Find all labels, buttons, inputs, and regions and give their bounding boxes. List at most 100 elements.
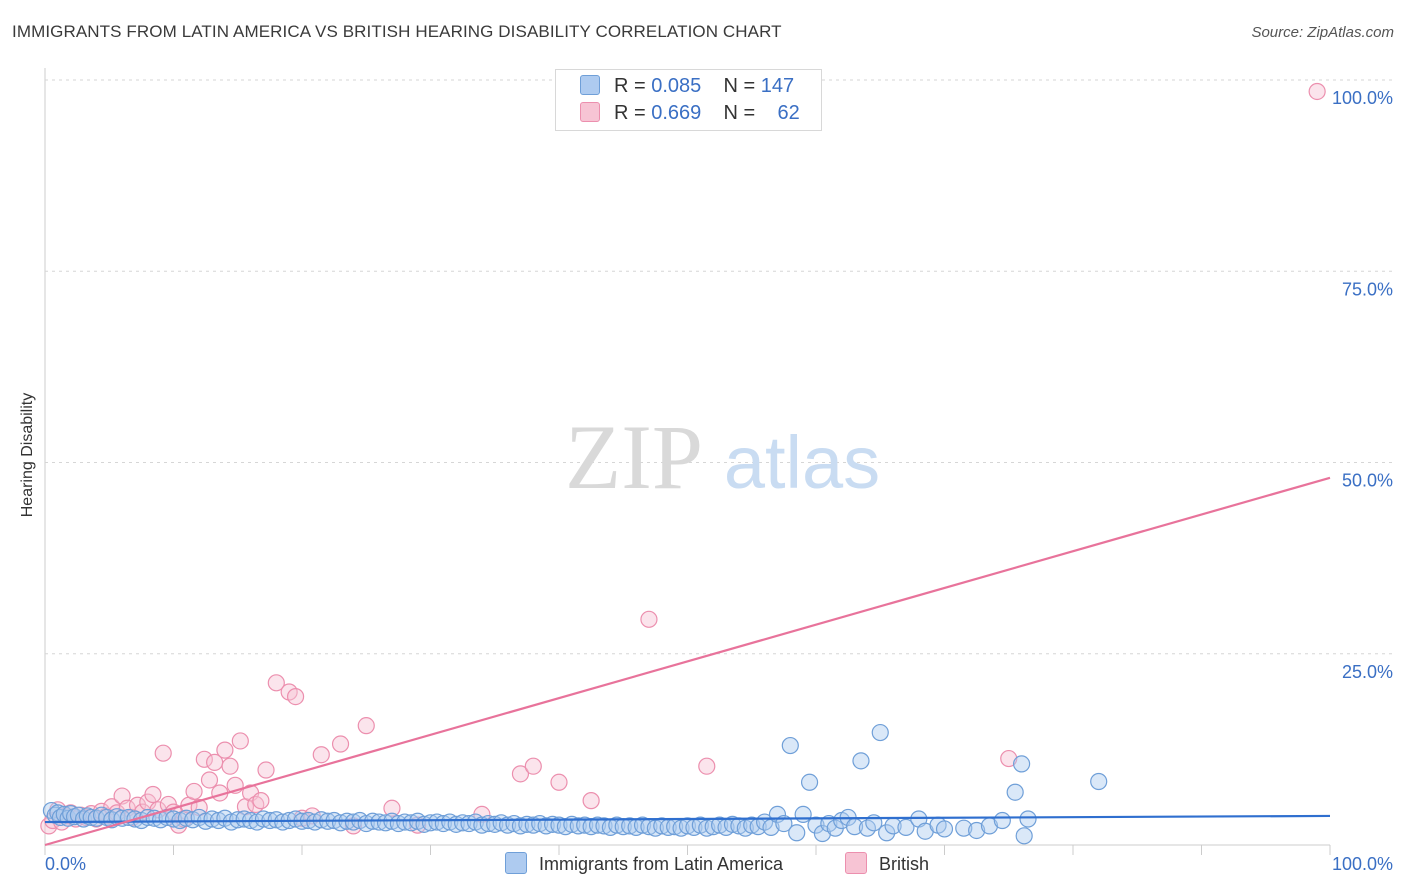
latin-america-point bbox=[254, 810, 273, 828]
n-label: N = bbox=[723, 75, 761, 97]
latin-america-point bbox=[653, 817, 671, 835]
latin-america-point bbox=[1012, 755, 1031, 773]
latin-america-point bbox=[955, 819, 973, 837]
y-tick-label: 75.0% bbox=[1342, 279, 1393, 299]
british-point bbox=[1000, 749, 1018, 768]
british-point bbox=[698, 757, 716, 775]
british-point bbox=[1308, 82, 1326, 101]
latin-america-point bbox=[569, 817, 587, 835]
latin-america-point bbox=[588, 816, 607, 834]
correlation-legend: R = 0.085 N = 147 R = 0.669 N = 62 bbox=[555, 69, 822, 131]
legend-item-latin-america[interactable]: Immigrants from Latin America bbox=[505, 852, 783, 875]
latin-america-point bbox=[723, 815, 742, 833]
n-value-pink: 62 bbox=[777, 102, 800, 124]
british-point bbox=[383, 799, 401, 817]
x-tick-label: 100.0% bbox=[1332, 854, 1393, 874]
latin-america-point bbox=[878, 824, 896, 842]
latin-america-point bbox=[871, 723, 889, 742]
latin-america-point bbox=[1015, 827, 1033, 845]
latin-america-point bbox=[794, 805, 812, 824]
blue-swatch bbox=[580, 75, 600, 95]
latin-america-point bbox=[370, 813, 388, 831]
y-tick-label: 50.0% bbox=[1342, 471, 1393, 491]
latin-america-point bbox=[454, 814, 472, 832]
latin-america-point bbox=[499, 816, 517, 834]
latin-america-point bbox=[788, 824, 806, 842]
latin-america-point bbox=[743, 816, 761, 834]
latin-america-point bbox=[524, 816, 542, 834]
legend-item-british[interactable]: British bbox=[845, 852, 929, 875]
legend-row-blue: R = 0.085 N = 147 bbox=[580, 75, 794, 99]
source-label: Source: ZipAtlas.com bbox=[1251, 24, 1394, 41]
watermark-atlas: atlas bbox=[724, 421, 880, 504]
latin-america-point bbox=[852, 752, 870, 770]
latin-america-point bbox=[537, 817, 555, 835]
latin-america-point bbox=[511, 817, 530, 835]
latin-america-point bbox=[576, 816, 594, 834]
pink-swatch bbox=[580, 102, 600, 122]
latin-america-point bbox=[993, 811, 1011, 830]
latin-america-point bbox=[331, 814, 350, 832]
latin-america-point bbox=[235, 810, 253, 828]
latin-america-point bbox=[550, 816, 568, 834]
latin-america-point bbox=[229, 811, 247, 829]
british-point bbox=[312, 746, 330, 764]
x-tick-label: 0.0% bbox=[45, 854, 86, 874]
r-label: R = bbox=[614, 102, 652, 124]
zipatlas-watermark: ZIP atlas bbox=[565, 406, 880, 508]
latin-america-point bbox=[621, 817, 639, 835]
latin-america-point bbox=[1090, 772, 1108, 791]
british-point bbox=[331, 735, 350, 753]
latin-america-point bbox=[968, 821, 986, 840]
british-point bbox=[195, 750, 213, 768]
blue-swatch bbox=[505, 852, 527, 874]
legend-row-pink: R = 0.669 N = 62 bbox=[580, 102, 800, 126]
legend-label: British bbox=[879, 854, 930, 874]
chart-title: IMMIGRANTS FROM LATIN AMERICA VS BRITISH… bbox=[12, 22, 782, 41]
latin-america-point bbox=[698, 819, 716, 837]
latin-america-point bbox=[608, 816, 626, 834]
british-point bbox=[267, 674, 285, 692]
latin-america-point bbox=[781, 736, 799, 755]
latin-america-point bbox=[1006, 783, 1024, 801]
latin-america-point bbox=[678, 817, 697, 835]
latin-america-point bbox=[935, 820, 954, 838]
british-point bbox=[231, 732, 249, 750]
british-point bbox=[200, 771, 219, 789]
latin-america-point bbox=[1019, 810, 1037, 828]
r-label: R = bbox=[614, 75, 652, 97]
british-point bbox=[144, 785, 162, 804]
british-point bbox=[216, 741, 234, 759]
pink-swatch bbox=[845, 852, 867, 874]
latin-america-point bbox=[164, 810, 183, 828]
watermark-zip: ZIP bbox=[565, 406, 703, 508]
latin-america-point bbox=[421, 814, 440, 832]
latin-america-point bbox=[633, 816, 652, 834]
legend-label: Immigrants from Latin America bbox=[539, 854, 784, 874]
latin-america-point bbox=[376, 814, 395, 832]
latin-america-point bbox=[897, 818, 915, 837]
british-point bbox=[185, 782, 203, 801]
british-point bbox=[582, 792, 600, 810]
n-value-blue: 147 bbox=[760, 75, 795, 97]
latin-america-point bbox=[595, 817, 613, 835]
british-point bbox=[357, 717, 375, 735]
latin-america-point bbox=[813, 824, 832, 843]
n-label: N = bbox=[723, 102, 761, 124]
latin-america-point bbox=[203, 810, 221, 828]
british-point bbox=[221, 757, 239, 775]
british-point bbox=[640, 610, 658, 628]
latin-america-point bbox=[344, 813, 362, 831]
latin-america-point bbox=[396, 813, 414, 831]
british-point bbox=[550, 773, 568, 791]
british-point bbox=[257, 761, 275, 779]
y-tick-label: 100.0% bbox=[1332, 88, 1393, 108]
y-axis-label: Hearing Disability bbox=[19, 392, 36, 518]
latin-america-point bbox=[800, 773, 819, 791]
british-point bbox=[154, 744, 172, 762]
r-value-pink: 0.669 bbox=[651, 102, 702, 124]
latin-america-point bbox=[49, 804, 67, 822]
british-point bbox=[511, 765, 530, 783]
british-trendline bbox=[44, 476, 1331, 847]
